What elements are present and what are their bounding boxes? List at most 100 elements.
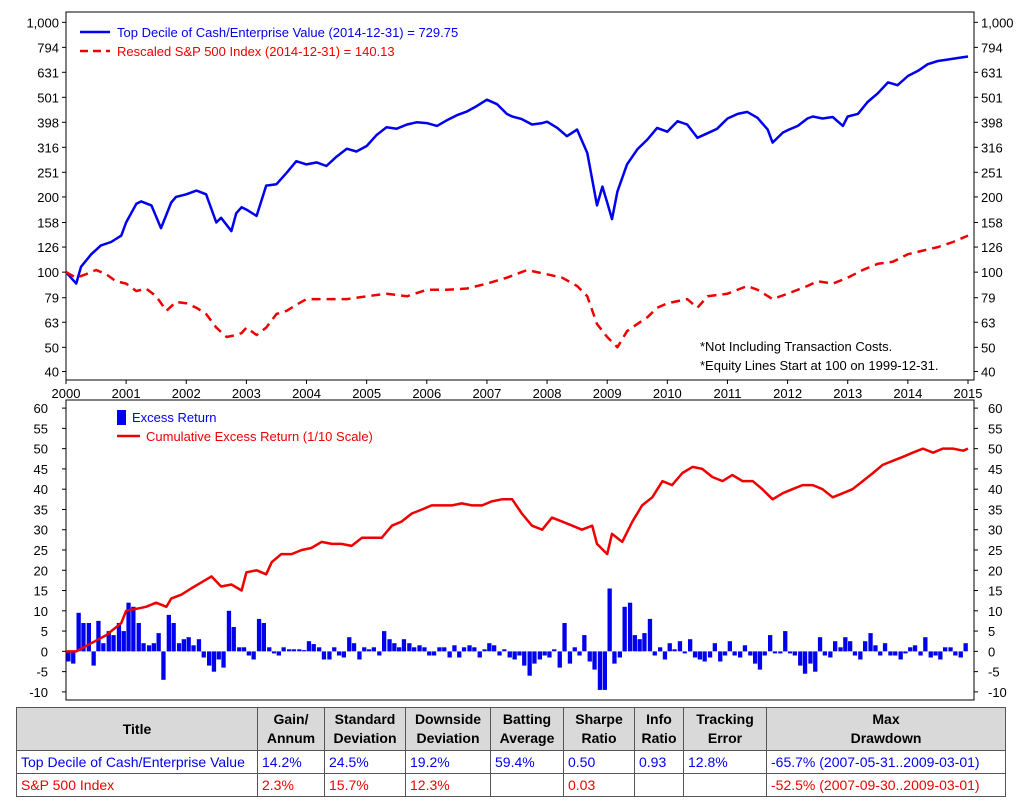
excess-return-bar: [933, 651, 938, 656]
excess-return-bar: [156, 633, 161, 652]
excess-return-bar: [186, 637, 191, 652]
excess-return-bar: [407, 643, 412, 652]
excess-return-bar: [332, 647, 337, 652]
excess-return-bar: [787, 651, 793, 654]
y-tick-label-right: 10: [988, 604, 1002, 619]
cumulative-excess-line: [66, 447, 969, 653]
x-tick-label: 2014: [893, 386, 922, 401]
excess-return-bar: [472, 647, 477, 652]
excess-return-bar: [828, 651, 833, 658]
excess-return-bar: [718, 651, 723, 662]
excess-return-bar: [632, 635, 637, 652]
x-tick-label: 2012: [773, 386, 802, 401]
y-tick-label-left: 100: [37, 265, 59, 280]
y-tick-label-left: 158: [37, 216, 59, 231]
excess-return-bar: [753, 651, 758, 664]
y-tick-label-right: 631: [981, 65, 1003, 80]
row-tracking: 12.8%: [683, 750, 767, 774]
excess-return-bar: [146, 645, 152, 652]
excess-return-bar: [447, 651, 452, 658]
y-tick-label-right: 40: [981, 365, 995, 380]
y-tick-label-left: 63: [45, 315, 59, 330]
excess-return-bar: [587, 651, 592, 662]
y-tick-label-right: 398: [981, 115, 1003, 130]
x-tick-label: 2013: [833, 386, 862, 401]
excess-return-bar: [637, 639, 642, 652]
excess-return-bar: [397, 647, 402, 652]
excess-return-bar: [882, 643, 888, 652]
y-tick-label-left: 631: [37, 65, 59, 80]
excess-return-bar: [607, 588, 612, 652]
excess-return-bar: [126, 602, 131, 652]
row-name: Top Decile of Cash/Enterprise Value: [16, 750, 258, 774]
excess-return-bar: [487, 643, 492, 652]
y-tick-label-right: 1,000: [981, 15, 1014, 30]
excess-return-bar: [652, 651, 657, 656]
row-downside: 12.3%: [405, 773, 491, 797]
row-tracking: [683, 773, 767, 797]
excess-return-bar: [106, 631, 111, 652]
excess-return-bar: [822, 651, 827, 656]
excess-return-bar: [196, 639, 202, 652]
excess-return-bar: [863, 641, 868, 652]
excess-return-bar: [938, 651, 943, 660]
y-tick-label-right: 158: [981, 216, 1003, 231]
legend-label: Cumulative Excess Return (1/10 Scale): [146, 429, 373, 444]
excess-return-bar: [431, 651, 437, 656]
excess-return-bar: [768, 635, 773, 652]
excess-return-bar: [817, 637, 823, 652]
excess-return-bar: [802, 651, 808, 674]
excess-return-bar: [442, 647, 447, 652]
excess-return-bar: [602, 651, 607, 690]
excess-return-bar: [953, 651, 958, 656]
excess-return-bar: [467, 645, 472, 652]
excess-return-bar: [852, 651, 858, 656]
excess-return-bar: [813, 651, 818, 672]
excess-return-bar: [542, 651, 547, 656]
excess-return-bar: [422, 647, 427, 652]
excess-return-bar: [452, 645, 457, 652]
excess-return-bar: [702, 651, 707, 662]
excess-return-bar: [437, 647, 442, 652]
excess-return-bar: [492, 645, 497, 652]
excess-return-bar: [477, 651, 482, 658]
excess-return-bar: [963, 643, 968, 652]
plot-frame: [65, 399, 975, 701]
excess-return-bar: [727, 641, 732, 652]
y-tick-label-right: 251: [981, 165, 1003, 180]
y-tick-label-left: 5: [41, 624, 48, 639]
excess-return-bar: [457, 651, 462, 658]
y-tick-label-right: 794: [981, 40, 1003, 55]
excess-return-bar: [166, 614, 171, 652]
row-info: 0.93: [634, 750, 684, 774]
y-tick-label-left: 79: [45, 291, 59, 306]
excess-return-bar: [241, 647, 247, 652]
annotation-note: *Not Including Transaction Costs.: [700, 339, 892, 354]
x-tick-label: 2005: [352, 386, 381, 401]
excess-return-bar: [271, 651, 277, 654]
excess-return-bar: [532, 651, 537, 664]
excess-return-bar: [171, 623, 176, 652]
excess-return-bar: [96, 620, 101, 652]
excess-return-bar: [667, 643, 672, 652]
excess-return-bar: [111, 635, 116, 652]
excess-return-bar: [738, 651, 743, 658]
x-tick-label: 2015: [954, 386, 983, 401]
excess-return-bar: [237, 647, 242, 652]
y-tick-label-left: 251: [37, 165, 59, 180]
x-tick-label: 2004: [292, 386, 321, 401]
excess-return-bar: [562, 623, 567, 652]
excess-return-bar: [136, 623, 141, 652]
y-tick-label-right: 200: [981, 190, 1003, 205]
y-tick-label-right: 55: [988, 421, 1002, 436]
excess-return-bar: [612, 651, 617, 664]
row-gain: 2.3%: [257, 773, 325, 797]
y-tick-label-right: 126: [981, 240, 1003, 255]
legend-label: Excess Return: [132, 410, 217, 425]
y-tick-label-left: 40: [34, 482, 48, 497]
y-tick-label-right: 35: [988, 502, 1002, 517]
excess-return-bar: [482, 649, 487, 652]
header-gain: Gain/Annum: [257, 707, 325, 751]
y-tick-label-left: 40: [45, 365, 59, 380]
excess-return-bar: [151, 643, 156, 652]
